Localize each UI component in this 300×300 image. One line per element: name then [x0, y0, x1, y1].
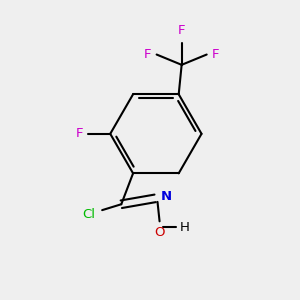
Text: F: F — [75, 127, 83, 140]
Text: N: N — [160, 190, 172, 203]
Text: O: O — [154, 226, 165, 239]
Text: H: H — [180, 221, 190, 234]
Text: F: F — [178, 25, 185, 38]
Text: F: F — [144, 48, 151, 61]
Text: Cl: Cl — [83, 208, 96, 221]
Text: F: F — [212, 48, 220, 61]
